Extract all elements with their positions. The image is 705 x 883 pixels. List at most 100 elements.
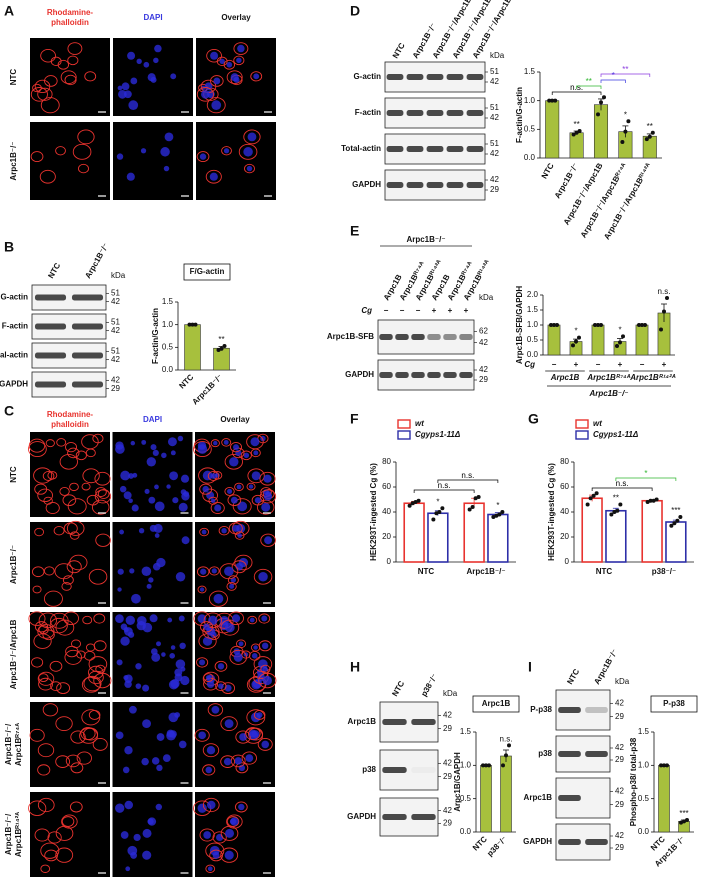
- y-tick-label: 0: [565, 557, 570, 566]
- data-point: [640, 323, 644, 327]
- data-point: [219, 346, 224, 351]
- marker-label: 42: [111, 326, 120, 335]
- band: [411, 372, 425, 378]
- data-point: [413, 500, 418, 504]
- band: [71, 323, 104, 330]
- nucleus: [169, 471, 179, 481]
- bar: [641, 499, 663, 563]
- nucleus: [211, 568, 217, 574]
- nucleus: [233, 652, 243, 662]
- row-label: Arpc1B⁻/⁻: [9, 545, 18, 584]
- bar: [591, 324, 605, 356]
- cell-outline: [37, 87, 53, 101]
- cell-outline: [226, 70, 243, 85]
- nucleus: [180, 666, 186, 672]
- cell-outline: [88, 710, 101, 720]
- cell-outline: [29, 728, 45, 742]
- nucleus: [229, 457, 239, 467]
- nucleus: [263, 492, 273, 501]
- nucleus: [258, 659, 268, 669]
- blot-label: Arpc1B: [348, 717, 377, 726]
- cell-outline: [95, 487, 107, 497]
- nucleus: [120, 636, 130, 646]
- data-point: [500, 510, 505, 514]
- nucleus: [129, 705, 137, 714]
- data-point: [659, 327, 663, 332]
- cell-outline: [34, 483, 48, 495]
- significance: *: [436, 497, 439, 506]
- group-label: Arpc1Bᴿ¹⁴²ᴬ: [629, 373, 676, 382]
- nucleus: [232, 524, 240, 532]
- nucleus: [230, 73, 239, 82]
- nucleus: [224, 566, 234, 577]
- y-tick-label: 40: [560, 507, 569, 516]
- cell-outline: [76, 751, 92, 765]
- cell-outline: [208, 566, 220, 576]
- nucleus: [116, 153, 124, 160]
- column-header: Rhodamine-: [47, 8, 94, 17]
- data-point: [637, 323, 641, 327]
- y-tick-label: 0: [387, 557, 392, 566]
- y-tick-label: 80: [382, 457, 391, 466]
- nucleus: [253, 645, 258, 650]
- band: [382, 719, 407, 725]
- nucleus: [179, 642, 186, 650]
- data-point: [585, 502, 590, 507]
- data-point: [623, 129, 628, 134]
- nucleus: [128, 473, 134, 479]
- significance: ***: [679, 809, 688, 818]
- nucleus: [142, 828, 152, 838]
- cell-outline: [49, 660, 63, 672]
- cell-outline: [245, 727, 261, 741]
- data-point: [682, 819, 686, 824]
- cell-outline: [199, 527, 210, 537]
- nucleus: [151, 757, 160, 765]
- row-label: NTC: [9, 69, 18, 86]
- nucleus: [156, 641, 161, 647]
- y-axis-label: HEK293T-ingested Cg (%): [369, 463, 378, 561]
- nucleus: [122, 766, 130, 774]
- data-point: [669, 523, 674, 528]
- cell-outline: [256, 499, 275, 515]
- cell-outline: [196, 87, 214, 102]
- nucleus: [123, 491, 132, 500]
- marker-label: 29: [490, 185, 499, 194]
- significance: *: [618, 326, 621, 335]
- column-header: phalloidin: [51, 18, 89, 27]
- blot-label: G-actin: [353, 72, 381, 81]
- cell-outline: [84, 650, 96, 661]
- nucleus: [214, 504, 222, 512]
- band: [558, 839, 581, 845]
- data-point: [193, 322, 198, 327]
- bar: [547, 324, 561, 356]
- data-point: [599, 323, 603, 327]
- column-header: phalloidin: [51, 420, 89, 429]
- cell-outline: [61, 581, 72, 591]
- data-point: [553, 98, 558, 103]
- band: [585, 707, 608, 713]
- band: [382, 814, 407, 820]
- nucleus: [225, 828, 235, 838]
- cell-outline: [220, 847, 239, 863]
- nucleus: [174, 712, 180, 718]
- y-tick-label: 1.5: [527, 305, 539, 314]
- x-tick-label: p38⁻/⁻: [652, 567, 676, 576]
- nucleus: [147, 817, 157, 826]
- nucleus: [136, 58, 142, 64]
- y-tick-label: 60: [560, 482, 569, 491]
- cell-outline: [30, 87, 48, 102]
- y-tick-label: 0.0: [638, 827, 650, 836]
- cell-outline: [228, 611, 244, 626]
- data-point: [473, 496, 478, 501]
- blot-label: Total-actin: [0, 351, 28, 360]
- nucleus: [155, 803, 162, 811]
- y-tick-label: 0.0: [524, 153, 536, 162]
- cell-outline: [31, 566, 45, 578]
- nucleus: [126, 172, 135, 181]
- nucleus: [243, 147, 253, 157]
- marker-label: 51: [111, 346, 120, 355]
- data-point: [440, 506, 445, 511]
- nucleus: [144, 488, 150, 494]
- nucleus: [128, 100, 139, 110]
- cell-outline: [219, 563, 239, 580]
